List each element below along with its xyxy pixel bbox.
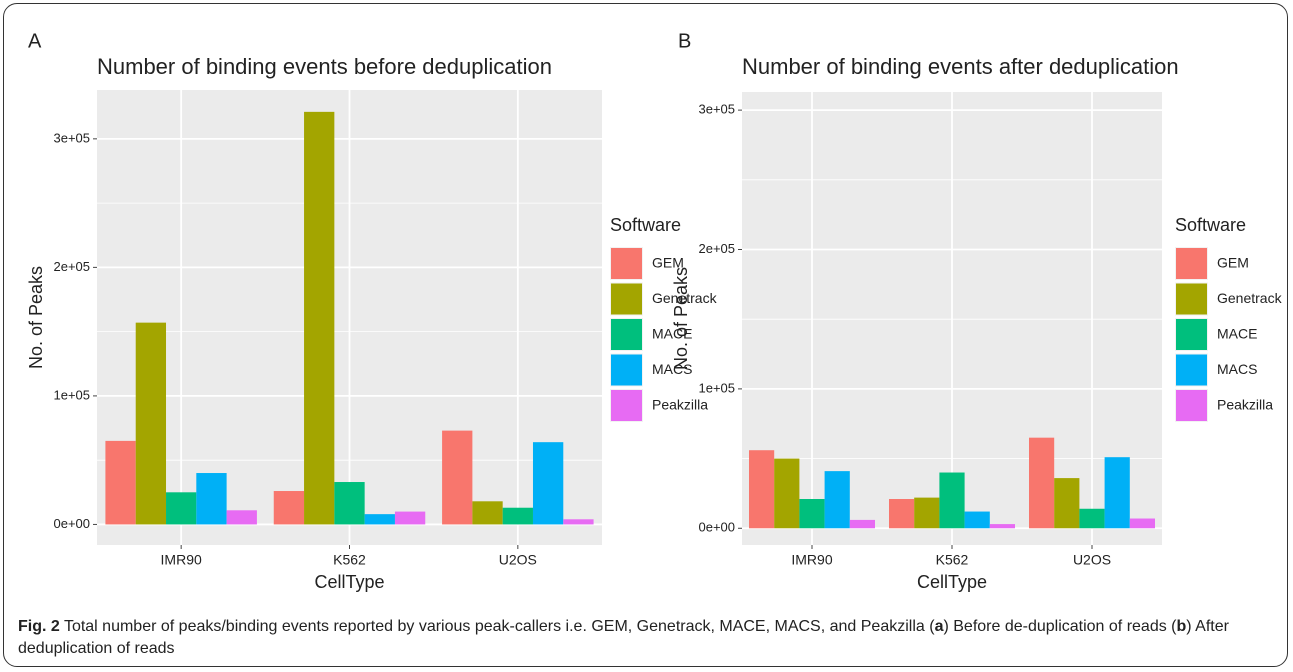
- y-tick-label: 0e+00: [698, 520, 735, 535]
- caption: Fig. 2 Total number of peaks/binding eve…: [18, 616, 1268, 660]
- bar: [394, 511, 426, 525]
- caption-text: ) Before de-duplication of reads (: [943, 618, 1177, 635]
- chart-title: Number of binding events after deduplica…: [742, 54, 1179, 79]
- legend-swatch: [1176, 248, 1207, 279]
- bar: [964, 511, 990, 529]
- bar: [532, 442, 564, 525]
- bar: [226, 510, 257, 525]
- bar: [304, 111, 335, 525]
- legend-swatch: [1176, 283, 1207, 315]
- y-tick-label: 2e+05: [53, 259, 90, 274]
- bar: [334, 482, 365, 525]
- panel-label: B: [678, 30, 691, 52]
- legend-label: MACS: [1217, 361, 1257, 377]
- legend-label: Genetrack: [652, 290, 718, 306]
- legend-swatch: [611, 319, 642, 350]
- legend-label: MACS: [652, 361, 692, 377]
- y-axis-title: No. of Peaks: [26, 266, 46, 369]
- y-tick-label: 2e+05: [698, 241, 735, 256]
- bar: [914, 497, 940, 529]
- bar: [824, 471, 850, 529]
- chart-title: Number of binding events before deduplic…: [97, 54, 552, 79]
- legend-title: Software: [1175, 215, 1246, 235]
- legend-label: Peakzilla: [652, 397, 708, 413]
- bar: [472, 501, 503, 525]
- bar: [442, 430, 473, 525]
- bar: [196, 473, 227, 525]
- x-axis-title: CellType: [917, 572, 987, 592]
- legend-swatch: [611, 390, 642, 421]
- x-tick-label: K562: [936, 552, 969, 568]
- legend-swatch: [1176, 390, 1207, 421]
- x-tick-label: K562: [333, 552, 366, 568]
- legend-label: GEM: [652, 255, 684, 271]
- bar: [105, 440, 136, 525]
- caption-text: b: [1176, 618, 1187, 635]
- caption-text: Total number of peaks/binding events rep…: [59, 618, 935, 635]
- y-tick-label: 1e+05: [53, 387, 90, 402]
- caption-text: Fig. 2: [18, 618, 60, 635]
- bar: [989, 524, 1015, 529]
- bar: [1129, 518, 1155, 529]
- legend-swatch: [611, 354, 642, 386]
- caption-text: ) After deduplication of reads: [18, 618, 1234, 657]
- panel-label: A: [28, 30, 42, 52]
- y-axis-title: No. of Peaks: [671, 267, 691, 370]
- bar: [1054, 478, 1080, 529]
- y-tick-label: 1e+05: [698, 380, 735, 395]
- figure: 0e+00 1e+05 2e+05 3e+05 IMR90 K562 U2OS GEM Gene…: [26, 30, 1283, 592]
- caption-text: a: [934, 618, 944, 635]
- legend-label: GEM: [1217, 255, 1249, 271]
- legend-label: MACE: [1217, 326, 1257, 342]
- figure-frame: [3, 3, 1288, 667]
- legend-swatch: [611, 283, 642, 315]
- bar: [799, 499, 825, 529]
- bar: [749, 450, 775, 529]
- legend-label: MACE: [652, 326, 692, 342]
- legend-swatch: [611, 248, 642, 279]
- legend-swatch: [1176, 319, 1207, 350]
- bar: [364, 514, 395, 525]
- legend-title: Software: [610, 215, 681, 235]
- x-tick-label: IMR90: [161, 552, 202, 568]
- bar: [166, 492, 197, 525]
- x-tick-label: U2OS: [499, 552, 537, 568]
- bar: [774, 458, 800, 529]
- legend-label: Peakzilla: [1217, 397, 1273, 413]
- bar: [1104, 457, 1130, 529]
- bar: [939, 472, 965, 529]
- bar: [1029, 437, 1055, 529]
- bar: [889, 499, 915, 529]
- legend-swatch: [1176, 354, 1207, 386]
- x-tick-label: IMR90: [791, 552, 832, 568]
- bar: [563, 519, 594, 525]
- bar: [273, 491, 305, 525]
- legend-label: Genetrack: [1217, 290, 1283, 306]
- y-tick-label: 0e+00: [53, 516, 90, 531]
- bar: [849, 519, 875, 529]
- bar: [135, 322, 167, 525]
- x-axis-title: CellType: [314, 572, 384, 592]
- x-tick-label: U2OS: [1073, 552, 1111, 568]
- bar: [502, 507, 533, 525]
- y-tick-label: 3e+05: [53, 130, 90, 145]
- bar: [1079, 508, 1105, 529]
- y-tick-label: 3e+05: [698, 102, 735, 117]
